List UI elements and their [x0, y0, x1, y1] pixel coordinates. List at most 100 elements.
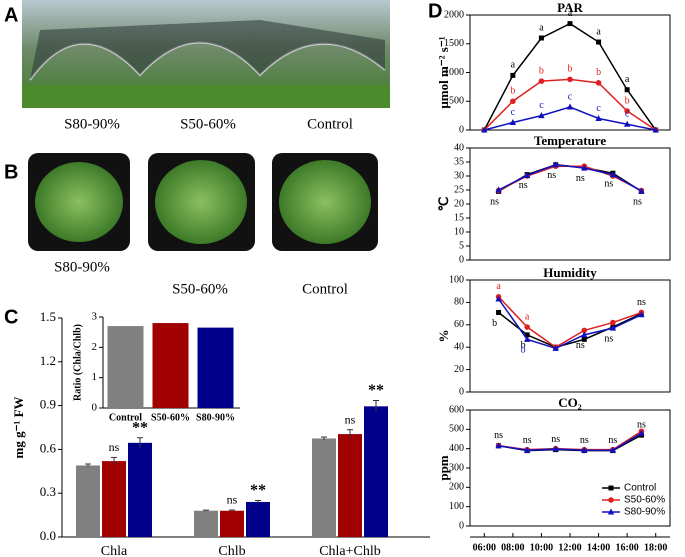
y-tick-label: 3	[92, 311, 98, 323]
point-label: ns	[580, 435, 589, 446]
y-axis-label: %	[436, 330, 451, 343]
y-tick-label: 0.6	[40, 440, 57, 455]
marker	[523, 446, 531, 453]
y-tick-label: 1.5	[40, 309, 56, 324]
marker	[538, 112, 545, 119]
point-label: a	[511, 60, 516, 71]
point-label: a	[568, 8, 573, 19]
point-label: c	[625, 109, 630, 120]
point-label: ns	[494, 430, 503, 441]
legend-label: Control	[624, 483, 656, 494]
x-tick-label: 08:00	[501, 542, 524, 553]
bar	[246, 501, 270, 537]
line	[498, 311, 642, 348]
photo-a	[22, 0, 390, 108]
y-tick-label: 25	[454, 184, 464, 195]
marker	[638, 429, 645, 436]
marker	[524, 332, 530, 338]
bar	[107, 326, 144, 408]
line	[497, 298, 642, 350]
y-tick-label: 60	[454, 319, 464, 330]
marker	[552, 445, 559, 452]
marker	[581, 327, 588, 334]
y-tick-label: 200	[449, 482, 464, 493]
y-tick-label: 80	[454, 297, 464, 308]
x-tick-label: Chla	[101, 544, 128, 557]
marker	[623, 120, 631, 127]
marker	[509, 119, 517, 126]
bar	[338, 434, 362, 537]
point-label: ns	[576, 173, 585, 184]
photo-caption: S80-90%	[54, 259, 110, 275]
marker	[609, 171, 617, 178]
y-tick-label: 2000	[444, 9, 464, 20]
point-label: b	[521, 340, 526, 351]
x-tick-label: Chla+Chlb	[319, 544, 381, 557]
x-tick-label: 10:00	[530, 542, 553, 553]
y-tick-label: 1.2	[40, 353, 56, 368]
bar	[102, 461, 126, 537]
marker	[523, 171, 531, 178]
point-label: b	[596, 67, 601, 78]
marker	[638, 187, 645, 194]
y-tick-label: 1500	[444, 38, 464, 49]
y-tick-label: 1000	[444, 67, 464, 78]
significance-label: ns	[227, 493, 238, 507]
y-tick-label: 0.9	[40, 397, 56, 412]
point-label: ns	[576, 340, 585, 351]
y-tick-label: 5	[459, 240, 464, 251]
marker	[567, 21, 573, 27]
marker	[552, 344, 559, 351]
point-label: a	[539, 22, 544, 33]
photo-caption: S80-90%	[64, 116, 120, 132]
x-tick-label: 06:00	[473, 542, 496, 553]
photo-b	[28, 153, 378, 251]
point-label: b	[568, 64, 573, 75]
line	[498, 164, 642, 192]
y-tick-label: 100	[449, 274, 464, 285]
bar	[312, 438, 336, 537]
photo-caption: S50-60%	[180, 116, 236, 132]
y-tick-label: 40	[454, 142, 464, 153]
significance-label: ns	[345, 412, 356, 426]
y-tick-label: 0	[92, 402, 98, 414]
y-tick-label: 0	[459, 386, 464, 397]
y-tick-label: 10	[454, 226, 464, 237]
significance-label: ns	[109, 440, 120, 454]
marker	[496, 309, 502, 315]
chart-title: Temperature	[534, 133, 606, 148]
bar	[152, 323, 189, 408]
x-tick-label: 18:00	[644, 542, 667, 553]
marker	[552, 161, 559, 168]
chart-title: CO₂	[558, 395, 582, 410]
point-label: b	[510, 86, 515, 97]
point-label: ns	[604, 178, 613, 189]
point-label: ns	[547, 170, 556, 181]
y-tick-label: 1	[92, 371, 98, 383]
y-tick-label: 500	[449, 96, 464, 107]
panel-label: D	[428, 0, 442, 22]
point-label: a	[596, 26, 601, 37]
photo-caption: S50-60%	[172, 281, 228, 297]
marker	[566, 103, 574, 110]
marker	[567, 76, 573, 83]
marker	[538, 78, 545, 84]
marker	[624, 87, 630, 93]
marker	[596, 39, 602, 45]
marker	[523, 335, 531, 342]
point-label: c	[539, 100, 544, 111]
y-tick-label: 0	[459, 254, 464, 265]
marker	[510, 72, 516, 78]
chart-title: Humidity	[543, 265, 597, 280]
point-label: b	[492, 318, 497, 329]
point-label: ns	[604, 333, 613, 344]
point-label: ns	[490, 197, 499, 208]
marker	[495, 186, 502, 193]
line	[498, 296, 642, 349]
plot-frame	[469, 279, 671, 393]
point-label: c	[511, 107, 516, 118]
photo-caption: Control	[307, 116, 353, 132]
marker	[510, 98, 516, 105]
marker	[595, 80, 602, 86]
y-tick-label: 0.3	[40, 484, 56, 499]
